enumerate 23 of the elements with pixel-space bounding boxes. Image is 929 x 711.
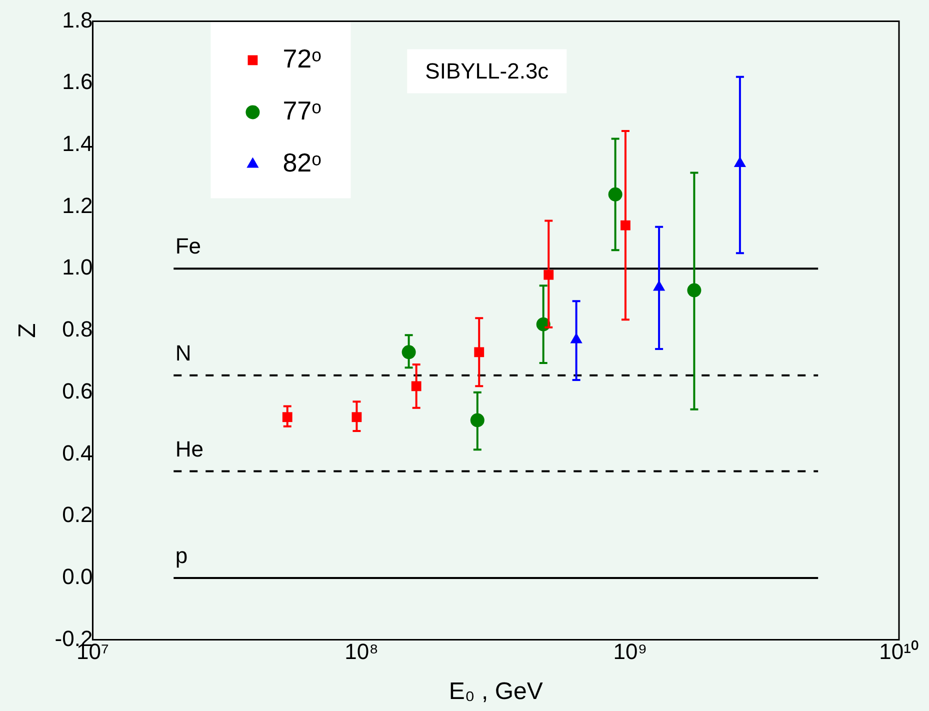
legend-label: 77ᵒ [282,95,322,126]
y-tick-label: 0.2 [62,502,93,528]
y-tick-label: 1.0 [62,254,93,280]
annotation: N [175,340,192,366]
y-tick-label: 1.6 [62,69,93,94]
annotation: He [175,436,204,462]
y-tick-label: 0.6 [62,378,93,404]
annotation: Fe [175,234,202,259]
legend-label: 72ᵒ [282,43,322,74]
y-tick-label: 1.8 [62,7,93,32]
x-axis-title: E₀ , GeV [448,678,543,706]
x-tick-label: 10⁹ [613,639,648,664]
x-tick-label: 10⁸ [344,639,378,664]
y-tick-label: 1.2 [62,192,93,218]
y-axis-title: Z [14,323,42,338]
y-tick-label: 0.4 [62,440,93,466]
x-tick-label: 10¹⁰ [879,639,919,664]
annotation: SIBYLL-2.3c [425,58,549,84]
annotation: p [175,543,188,568]
legend-label: 82ᵒ [282,147,322,178]
y-tick-label: 0.0 [62,564,93,590]
y-tick-label: 1.4 [62,130,93,156]
y-tick-label: 0.8 [62,316,93,342]
